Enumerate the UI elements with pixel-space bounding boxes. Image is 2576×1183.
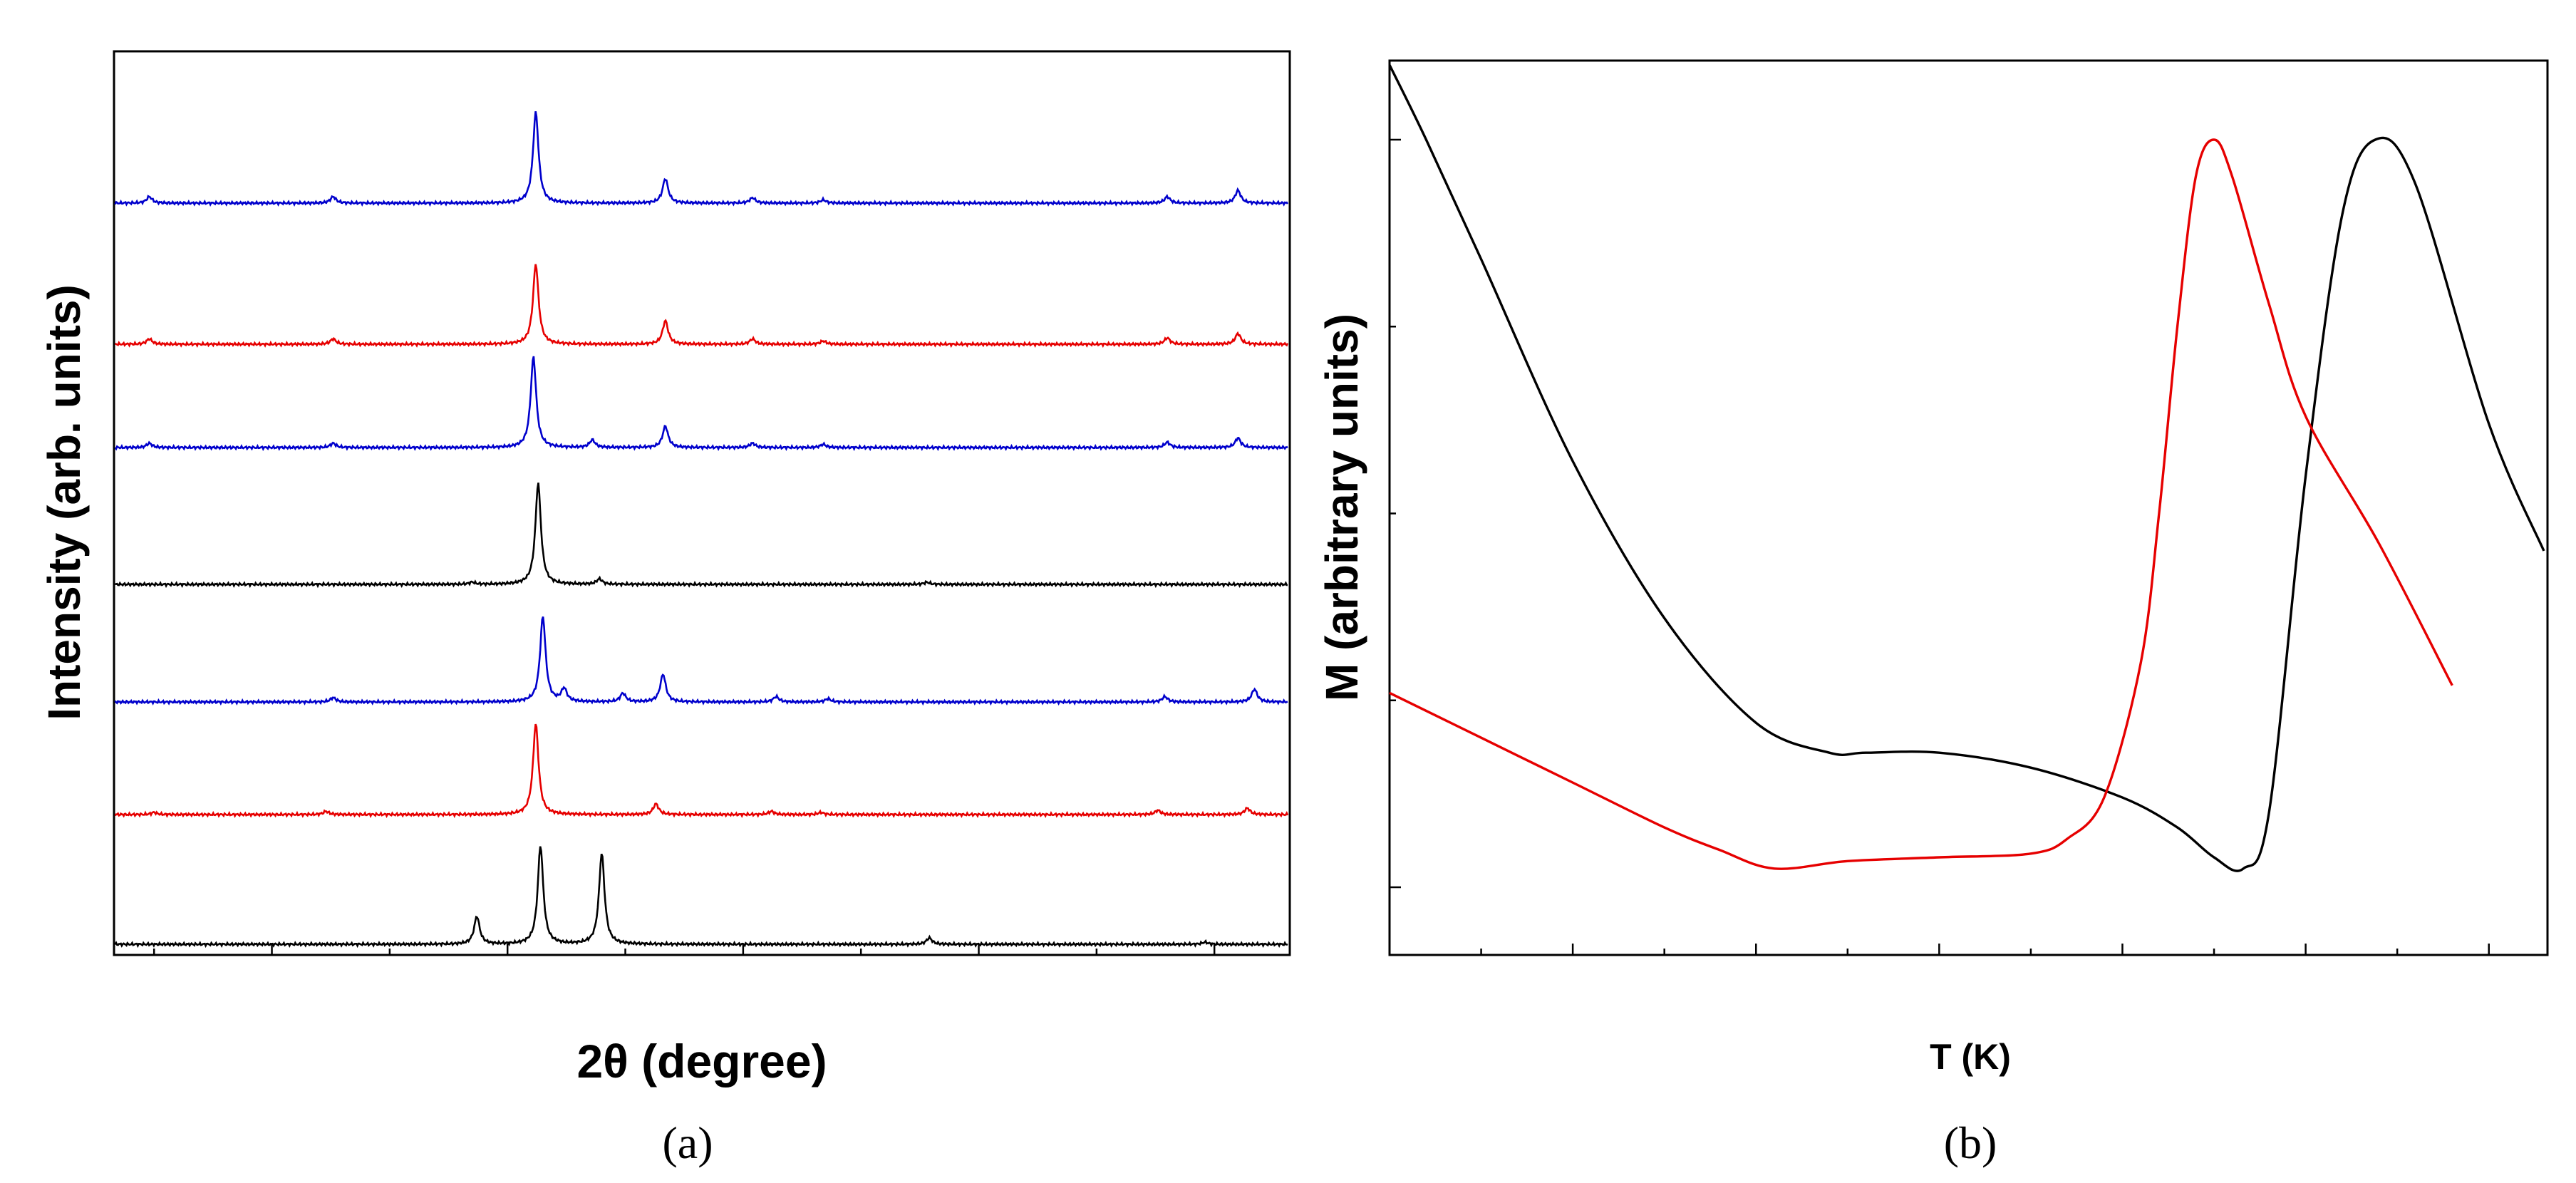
panel-caption-a: (a): [662, 1117, 713, 1168]
xrd-series-line: [114, 356, 1288, 452]
xrd-series-line: [115, 482, 1288, 589]
mt-series-line: [1388, 64, 2545, 872]
xrd-x-axis-title: 2θ (degree): [576, 1035, 827, 1088]
xrd-plot-frame: [113, 50, 1291, 956]
mt-x-axis-title: T (K): [1930, 1037, 2011, 1077]
mt-series-line: [1389, 138, 2453, 870]
xrd-series-line: [114, 616, 1288, 706]
mt-plot-frame: [1388, 59, 2549, 956]
xrd-series-line: [114, 264, 1289, 348]
xrd-series-line: [114, 110, 1289, 207]
mt-y-axis-title: M (arbitrary units): [1316, 314, 1367, 701]
xrd-series-line: [114, 846, 1288, 949]
xrd-y-axis-title: Intensity (arb. units): [38, 284, 90, 720]
xrd-series-line: [114, 723, 1289, 819]
panel-caption-b: (b): [1944, 1117, 1997, 1168]
